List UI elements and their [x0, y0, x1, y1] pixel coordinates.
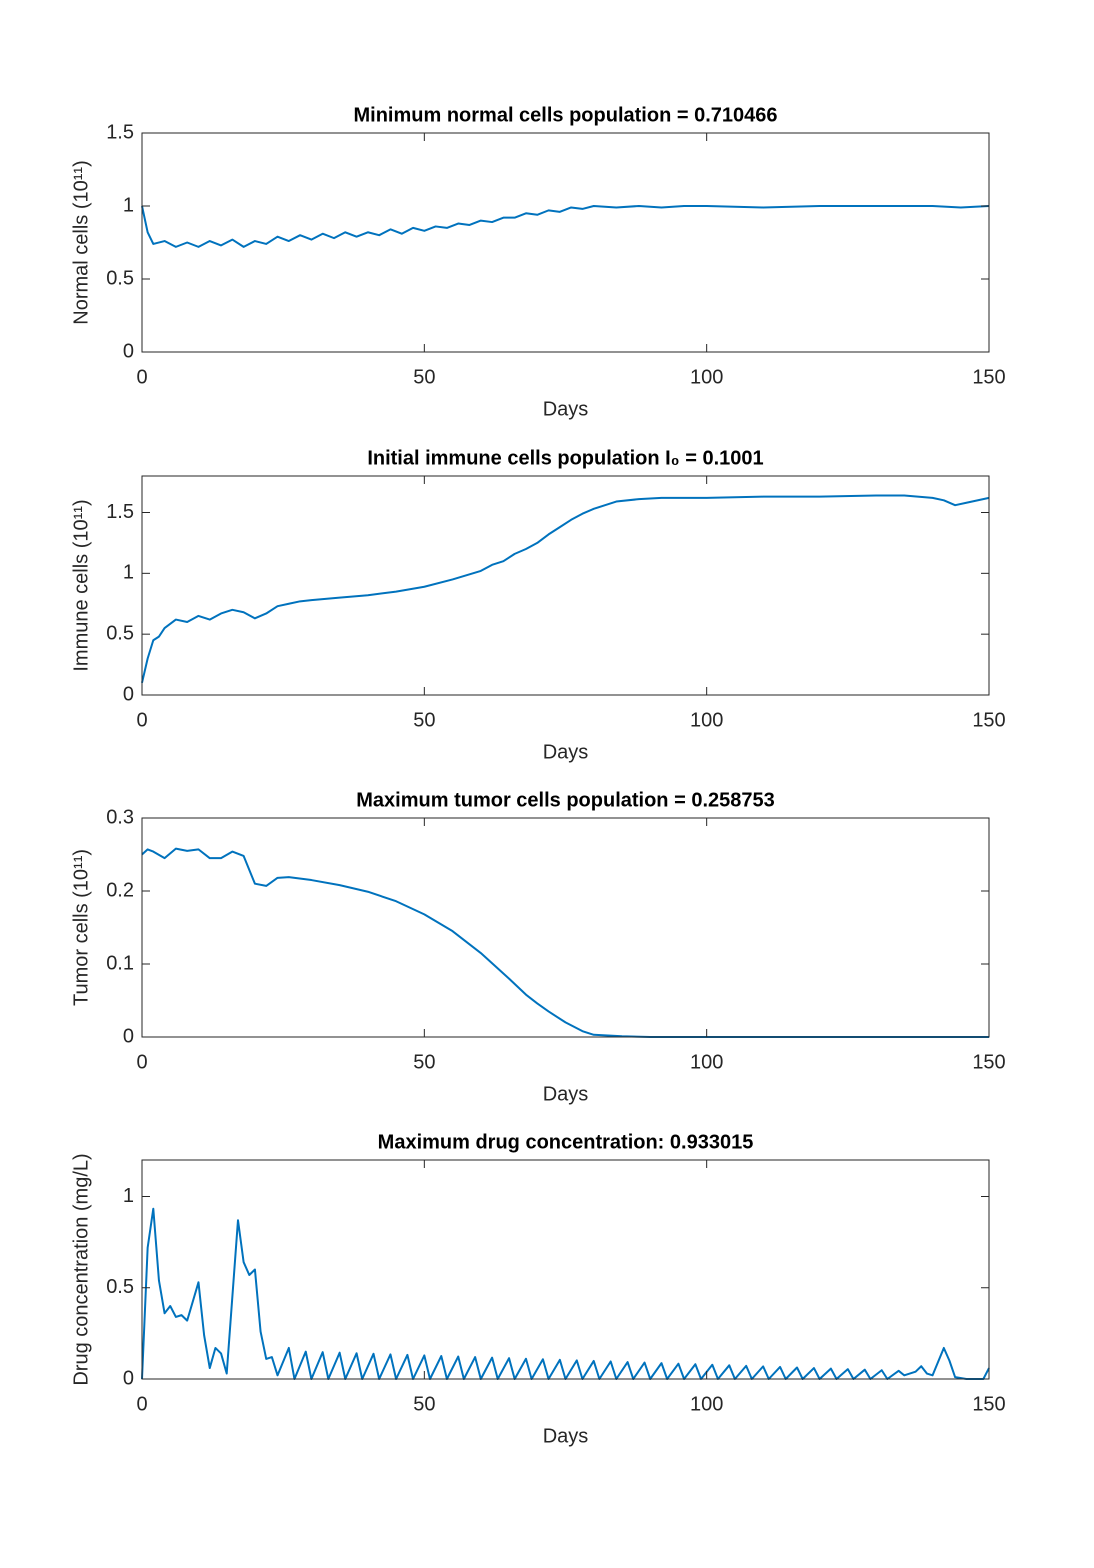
x-tick-label: 150 — [972, 366, 1005, 388]
x-tick-label: 100 — [690, 366, 723, 388]
y-tick-label: 1 — [123, 194, 134, 216]
x-tick-label: 50 — [413, 1393, 435, 1415]
y-tick-label: 0.1 — [106, 952, 134, 974]
y-tick-label: 1 — [123, 562, 134, 584]
axes-frame — [141, 132, 990, 353]
x-tick-label: 100 — [690, 1051, 723, 1073]
y-axis-label: Tumor cells (10¹¹) — [70, 849, 92, 1006]
data-line — [141, 494, 990, 684]
axes-frame — [141, 1159, 990, 1380]
axes-frame — [141, 817, 990, 1038]
y-axis-label: Normal cells (10¹¹) — [70, 160, 92, 324]
y-tick-label: 0.2 — [106, 879, 134, 901]
x-axis-label: Days — [543, 1425, 589, 1447]
y-tick-label: 0 — [123, 683, 134, 705]
chart-title: Minimum normal cells population = 0.7104… — [353, 104, 777, 126]
plot-area — [142, 133, 989, 352]
chart-title: Maximum tumor cells population = 0.25875… — [356, 789, 774, 811]
x-tick-label: 100 — [690, 709, 723, 731]
x-axis-label: Days — [543, 1083, 589, 1105]
y-tick-label: 0.5 — [106, 1276, 134, 1298]
y-tick-label: 0.5 — [106, 622, 134, 644]
y-tick-label: 0 — [123, 1025, 134, 1047]
x-axis-label: Days — [543, 741, 589, 763]
y-tick-label: 1.5 — [106, 121, 134, 143]
plot-area — [142, 818, 989, 1037]
chart-title: Initial immune cells population I₀ = 0.1… — [367, 447, 763, 469]
x-tick-label: 150 — [972, 709, 1005, 731]
y-tick-label: 1 — [123, 1185, 134, 1207]
y-tick-label: 0.5 — [106, 267, 134, 289]
y-tick-label: 0 — [123, 340, 134, 362]
y-tick-label: 1.5 — [106, 501, 134, 523]
x-tick-label: 0 — [136, 1393, 147, 1415]
data-line — [141, 205, 990, 248]
x-tick-label: 50 — [413, 709, 435, 731]
y-axis-label: Immune cells (10¹¹) — [70, 499, 92, 671]
plot-area — [142, 476, 989, 695]
axes-frame — [141, 475, 990, 696]
plot-area — [142, 1160, 989, 1379]
chart-title: Maximum drug concentration: 0.933015 — [378, 1131, 754, 1153]
y-axis-label: Drug concentration (mg/L) — [70, 1153, 92, 1385]
x-tick-label: 50 — [413, 1051, 435, 1073]
y-tick-label: 0 — [123, 1367, 134, 1389]
x-tick-label: 100 — [690, 1393, 723, 1415]
x-tick-label: 150 — [972, 1393, 1005, 1415]
y-tick-label: 0.3 — [106, 806, 134, 828]
x-tick-label: 0 — [136, 1051, 147, 1073]
x-axis-label: Days — [543, 398, 589, 420]
data-line — [141, 1207, 990, 1380]
x-tick-label: 150 — [972, 1051, 1005, 1073]
x-tick-label: 0 — [136, 366, 147, 388]
data-line — [141, 847, 989, 1038]
x-tick-label: 50 — [413, 366, 435, 388]
x-tick-label: 0 — [136, 709, 147, 731]
